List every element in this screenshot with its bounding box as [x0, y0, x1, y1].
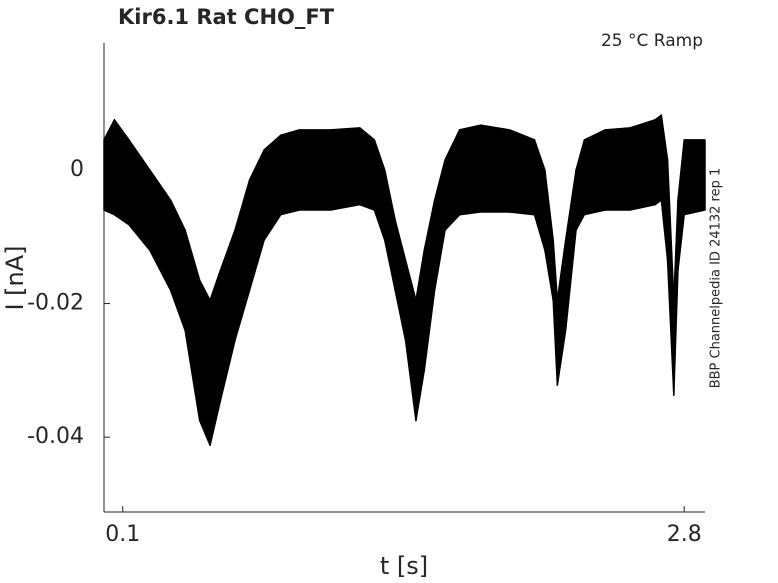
trace-band [280, 129, 301, 216]
chart-subtitle: 25 °C Ramp [601, 31, 703, 51]
trace-band [329, 127, 361, 211]
x-tick-label: 2.8 [667, 522, 702, 547]
chart-title: Kir6.1 Rat CHO_FT [118, 5, 335, 29]
side-note: BBP Channelpedia ID 24132 rep 1 [709, 168, 724, 389]
trace-band [479, 124, 511, 213]
trace-band [629, 119, 656, 211]
trace-band [359, 127, 376, 211]
trace-band [683, 139, 706, 216]
y-tick-label: -0.04 [27, 424, 84, 449]
y-axis-label: I [nA] [1, 245, 29, 310]
x-axis-label: t [s] [380, 552, 428, 580]
trace-band [654, 114, 663, 206]
trace-band [458, 124, 482, 216]
trace-band [604, 127, 631, 211]
y-tick-label: -0.02 [27, 291, 84, 316]
x-tick-label: 0.1 [105, 522, 140, 547]
trace-band [298, 129, 332, 211]
trace-band [198, 279, 211, 446]
trace-band [508, 129, 536, 216]
trace-band [583, 129, 606, 216]
y-tick-label: 0 [70, 157, 84, 182]
